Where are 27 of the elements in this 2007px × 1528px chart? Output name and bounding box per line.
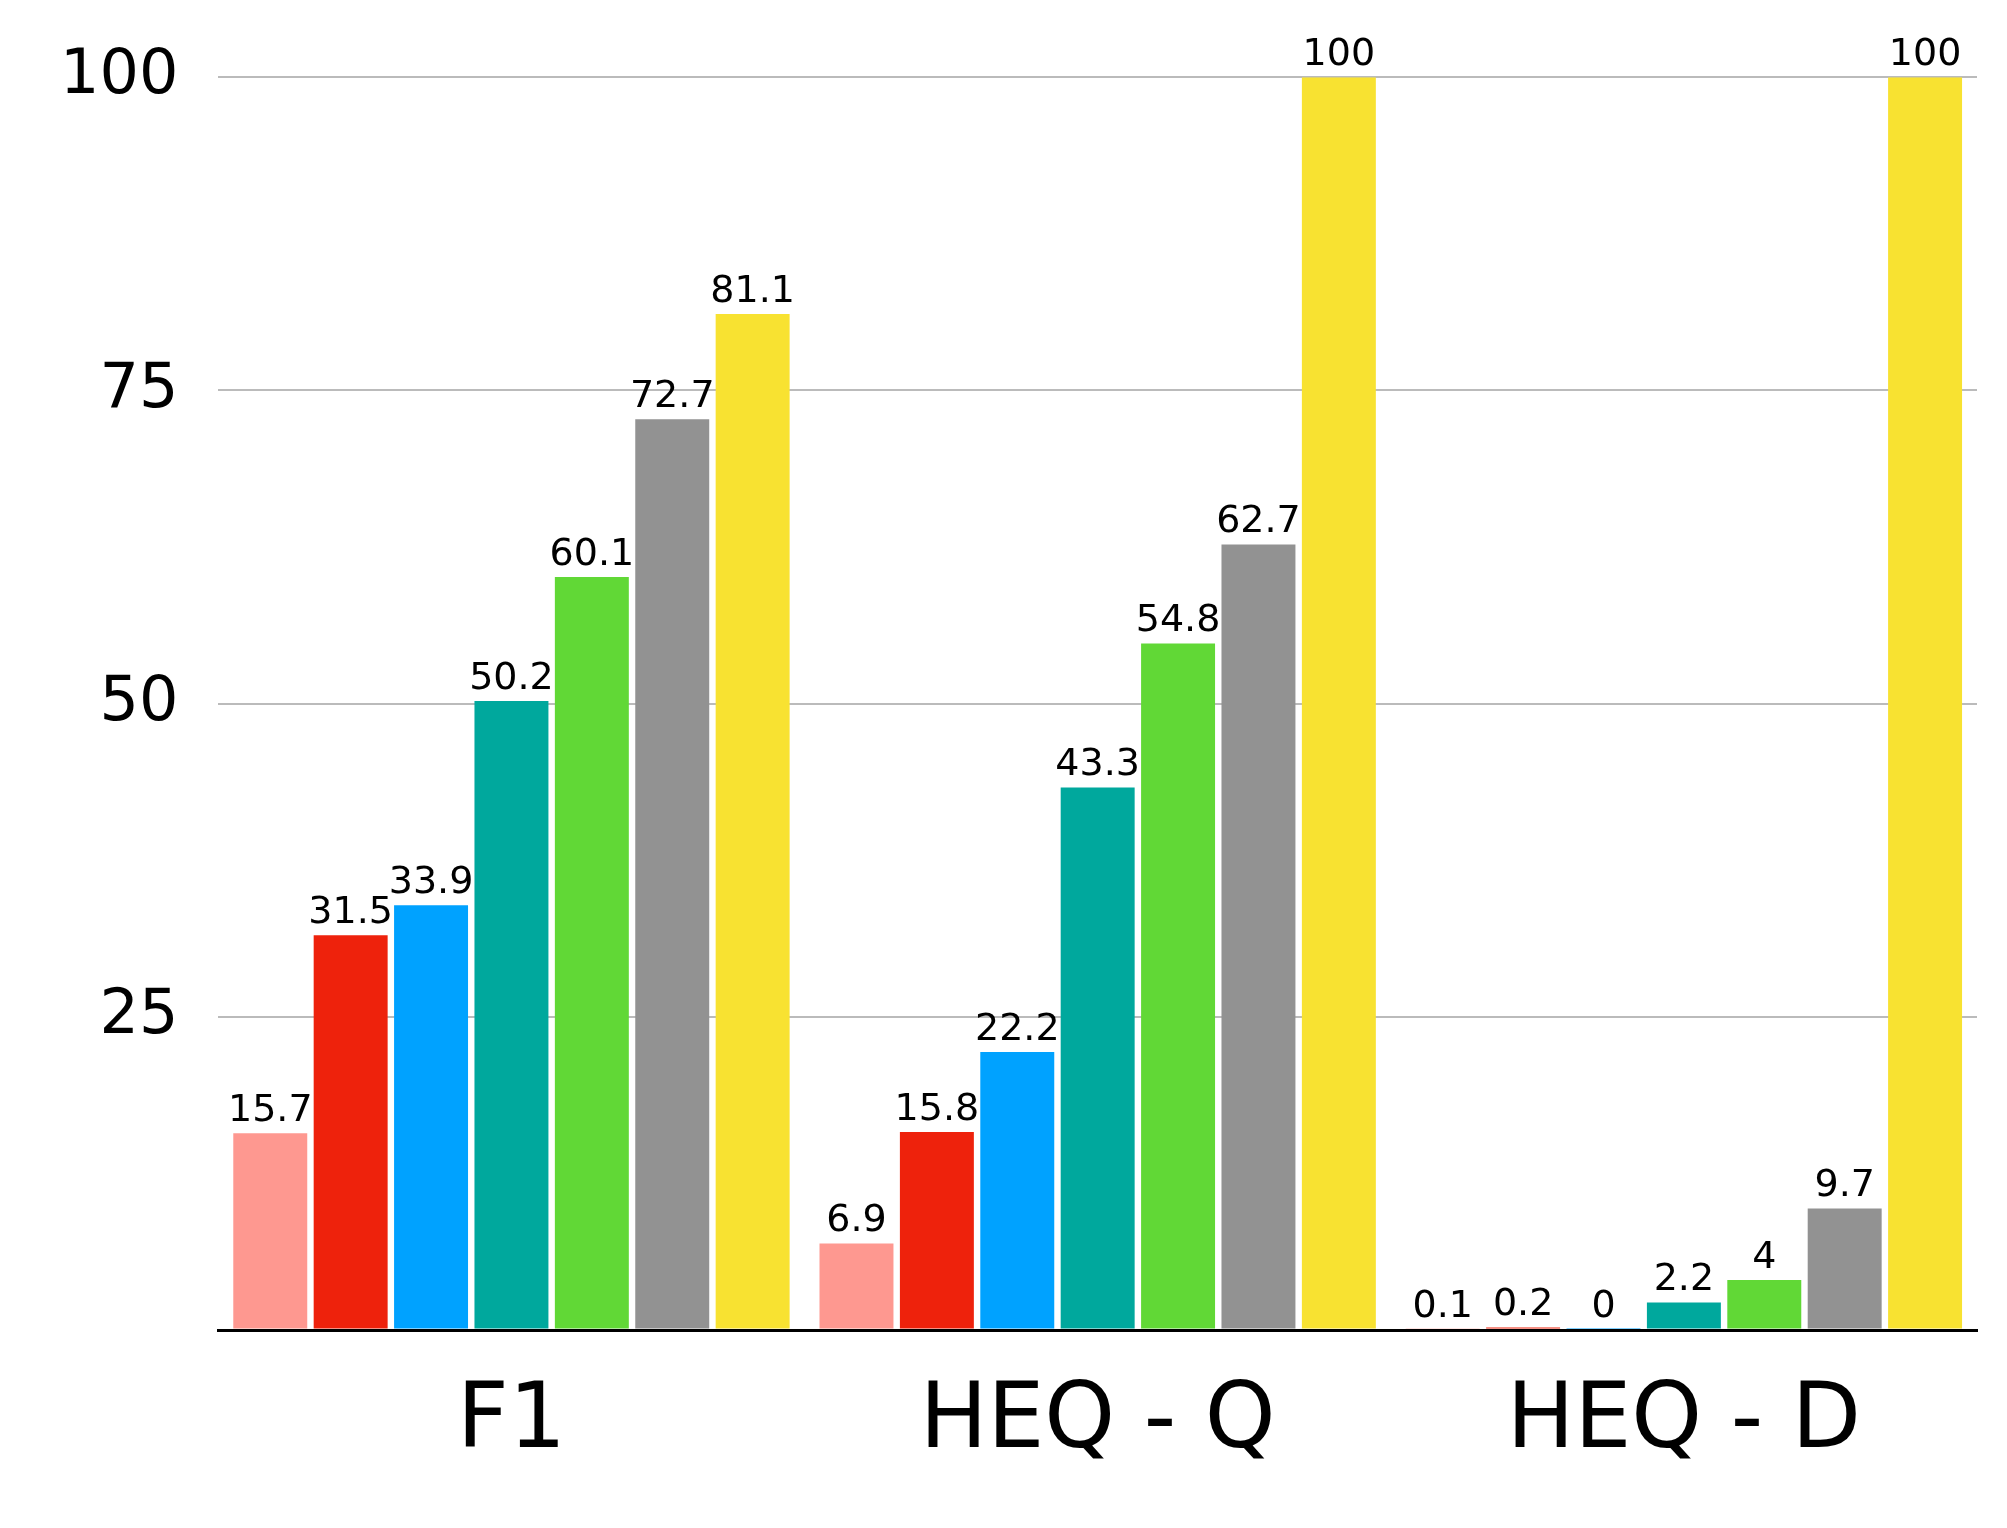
data-label: 43.3 xyxy=(1055,740,1140,785)
y-tick-label: 75 xyxy=(99,348,179,422)
y-tick-label: 25 xyxy=(99,974,179,1048)
x-tick-label: HEQ - Q xyxy=(919,1363,1276,1469)
data-label: 0 xyxy=(1591,1281,1616,1326)
data-label: 81.1 xyxy=(710,266,795,311)
data-label: 54.8 xyxy=(1135,596,1221,641)
data-label: 100 xyxy=(1302,30,1376,75)
data-label: 33.9 xyxy=(388,858,474,903)
data-label: 60.1 xyxy=(549,529,635,574)
x-tick-label: F1 xyxy=(456,1363,566,1469)
data-label: 72.7 xyxy=(629,372,715,417)
data-label: 9.7 xyxy=(1814,1161,1875,1206)
x-tick-label: HEQ - D xyxy=(1506,1363,1862,1469)
data-label: 100 xyxy=(1888,30,1962,75)
data-label: 2.2 xyxy=(1653,1255,1715,1300)
data-label: 62.7 xyxy=(1216,497,1301,542)
data-label: 15.8 xyxy=(894,1084,980,1129)
y-tick-label: 100 xyxy=(60,35,179,109)
y-tick-label: 50 xyxy=(99,661,179,735)
data-label: 15.7 xyxy=(227,1086,313,1131)
data-label: 50.2 xyxy=(469,653,554,698)
data-label: 4 xyxy=(1752,1232,1777,1277)
data-label: 6.9 xyxy=(826,1196,887,1241)
data-label: 22.2 xyxy=(974,1004,1060,1049)
data-label: 0.2 xyxy=(1492,1280,1554,1325)
data-label: 0.1 xyxy=(1412,1281,1473,1326)
